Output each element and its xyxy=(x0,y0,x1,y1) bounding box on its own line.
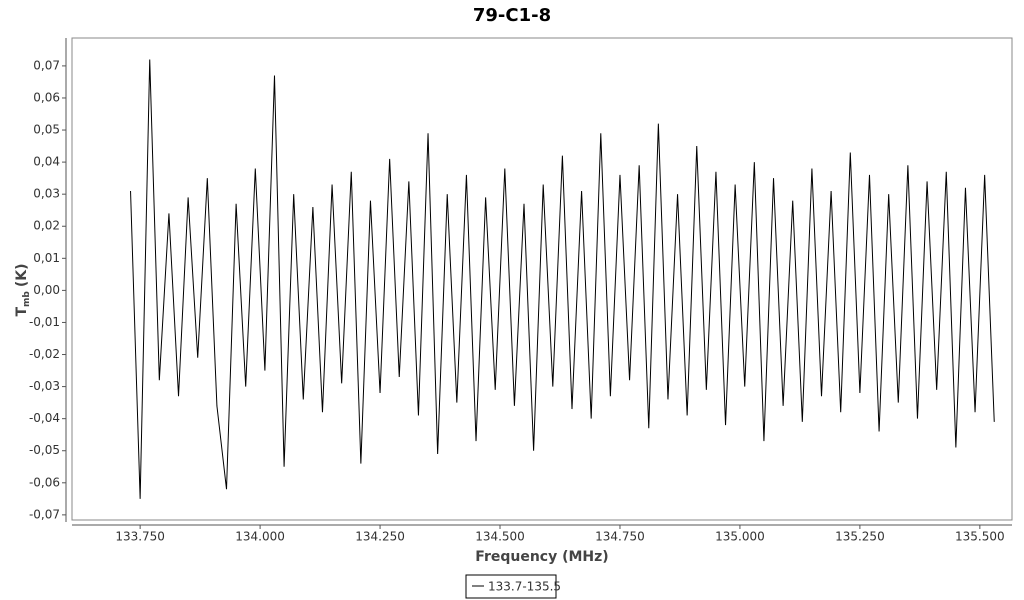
x-tick-label: 134.500 xyxy=(475,530,525,544)
legend xyxy=(465,574,557,599)
x-tick-label: 134.750 xyxy=(595,530,645,544)
x-tick-label: 134.250 xyxy=(355,530,405,544)
y-label-main: T xyxy=(14,307,30,317)
x-tick-label: 134.000 xyxy=(235,530,285,544)
y-tick-label: 0,05 xyxy=(33,123,60,137)
plot-frame xyxy=(71,37,1013,521)
x-axis-label: Frequency (MHz) xyxy=(475,549,608,565)
legend-label: 133.7-135.5 xyxy=(488,580,561,594)
y-tick-label: -0,03 xyxy=(29,379,60,393)
y-tick-label: 0,06 xyxy=(33,90,60,104)
y-tick-label: -0,06 xyxy=(29,475,60,489)
x-tick-label: 133.750 xyxy=(115,530,165,544)
y-label-unit: (K) xyxy=(14,263,30,287)
y-tick-label: 0,04 xyxy=(33,155,60,169)
y-tick-label: -0,04 xyxy=(29,411,60,425)
y-tick-label: 0,03 xyxy=(33,187,60,201)
y-axis-label: Tmb (K) xyxy=(14,263,32,316)
y-tick-label: -0,01 xyxy=(29,315,60,329)
series-line xyxy=(130,59,995,499)
y-tick-label: 0,07 xyxy=(33,58,60,72)
y-tick-label: -0,05 xyxy=(29,443,60,457)
y-tick-label: 0,01 xyxy=(33,251,60,265)
x-tick-label: 135.000 xyxy=(715,530,765,544)
chart-title: 79-C1-8 xyxy=(473,5,551,26)
y-label-sub: mb xyxy=(22,291,32,307)
y-tick-label: 0,00 xyxy=(33,283,60,297)
x-tick-label: 135.500 xyxy=(955,530,1005,544)
y-tick-label: -0,07 xyxy=(29,507,60,521)
y-tick-label: 0,02 xyxy=(33,219,60,233)
y-tick-label: -0,02 xyxy=(29,347,60,361)
x-tick-label: 135.250 xyxy=(835,530,885,544)
